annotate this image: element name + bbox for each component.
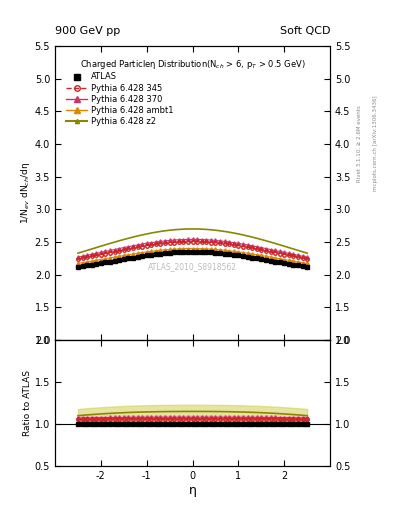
Text: Rivet 3.1.10, ≥ 2.6M events: Rivet 3.1.10, ≥ 2.6M events xyxy=(357,105,362,182)
Text: ATLAS_2010_S8918562: ATLAS_2010_S8918562 xyxy=(148,262,237,271)
Text: 900 GeV pp: 900 GeV pp xyxy=(55,26,120,36)
Legend: ATLAS, Pythia 6.428 345, Pythia 6.428 370, Pythia 6.428 ambt1, Pythia 6.428 z2: ATLAS, Pythia 6.428 345, Pythia 6.428 37… xyxy=(65,71,175,127)
Y-axis label: Ratio to ATLAS: Ratio to ATLAS xyxy=(23,370,32,436)
Text: Charged Particleη Distribution(N$_{ch}$ > 6, p$_{T}$ > 0.5 GeV): Charged Particleη Distribution(N$_{ch}$ … xyxy=(80,58,305,71)
Text: mcplots.cern.ch [arXiv:1306.3436]: mcplots.cern.ch [arXiv:1306.3436] xyxy=(373,96,378,191)
Text: Soft QCD: Soft QCD xyxy=(280,26,330,36)
X-axis label: η: η xyxy=(189,483,196,497)
Y-axis label: 1/N$_{ev}$ dN$_{ch}$/dη: 1/N$_{ev}$ dN$_{ch}$/dη xyxy=(19,162,32,224)
